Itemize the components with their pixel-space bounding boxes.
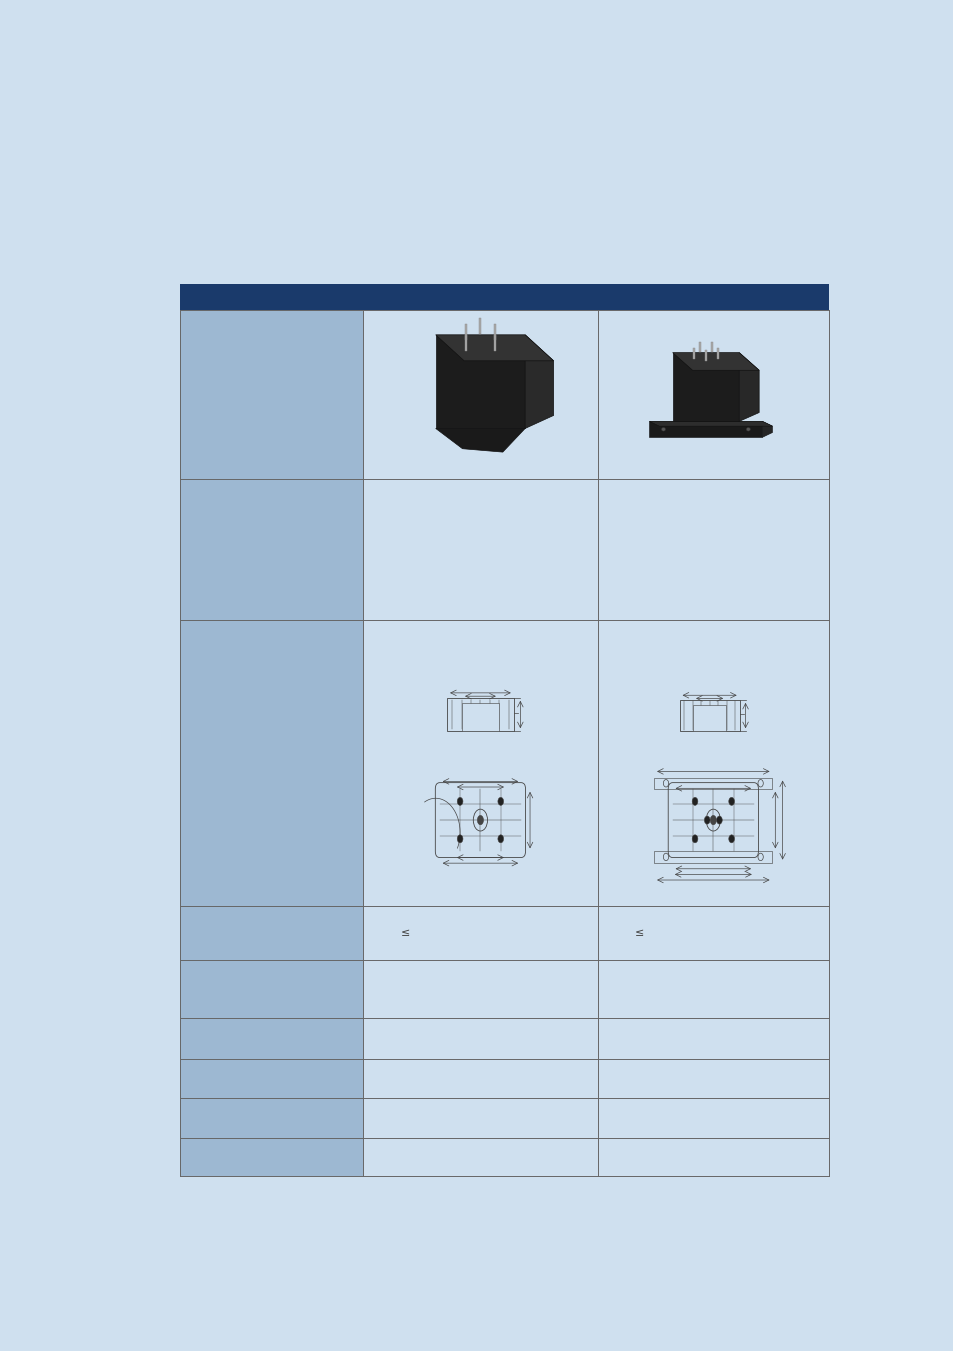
Bar <box>465 335 467 351</box>
Bar <box>447 698 513 731</box>
Bar <box>465 324 467 340</box>
Bar <box>704 350 706 361</box>
Polygon shape <box>436 335 524 428</box>
Circle shape <box>456 835 462 843</box>
Bar <box>493 324 496 340</box>
Circle shape <box>456 797 462 805</box>
Polygon shape <box>524 335 553 428</box>
Circle shape <box>692 835 698 843</box>
Circle shape <box>703 816 709 824</box>
Polygon shape <box>672 353 759 370</box>
Bar <box>461 703 498 731</box>
Bar <box>654 851 772 862</box>
Circle shape <box>497 835 503 843</box>
Bar <box>693 705 725 731</box>
Text: ≤: ≤ <box>634 928 643 938</box>
Circle shape <box>728 835 734 843</box>
Polygon shape <box>672 353 739 422</box>
Ellipse shape <box>476 816 483 824</box>
Polygon shape <box>649 422 772 426</box>
Ellipse shape <box>710 816 716 824</box>
Text: ≤: ≤ <box>400 928 410 938</box>
Circle shape <box>692 797 698 805</box>
Ellipse shape <box>745 427 750 431</box>
Ellipse shape <box>660 427 665 431</box>
Polygon shape <box>761 422 772 438</box>
Bar <box>180 309 363 1177</box>
Bar <box>493 335 496 351</box>
Bar <box>693 349 694 359</box>
Bar <box>180 284 828 309</box>
Polygon shape <box>649 422 761 438</box>
Bar <box>711 342 712 353</box>
Circle shape <box>497 797 503 805</box>
Bar <box>717 349 718 359</box>
Polygon shape <box>436 335 553 361</box>
Circle shape <box>716 816 721 824</box>
Circle shape <box>728 797 734 805</box>
Polygon shape <box>739 353 759 422</box>
Bar <box>679 700 739 731</box>
Bar <box>479 319 481 334</box>
Bar <box>699 342 700 353</box>
Polygon shape <box>436 428 524 453</box>
Bar <box>654 778 772 789</box>
